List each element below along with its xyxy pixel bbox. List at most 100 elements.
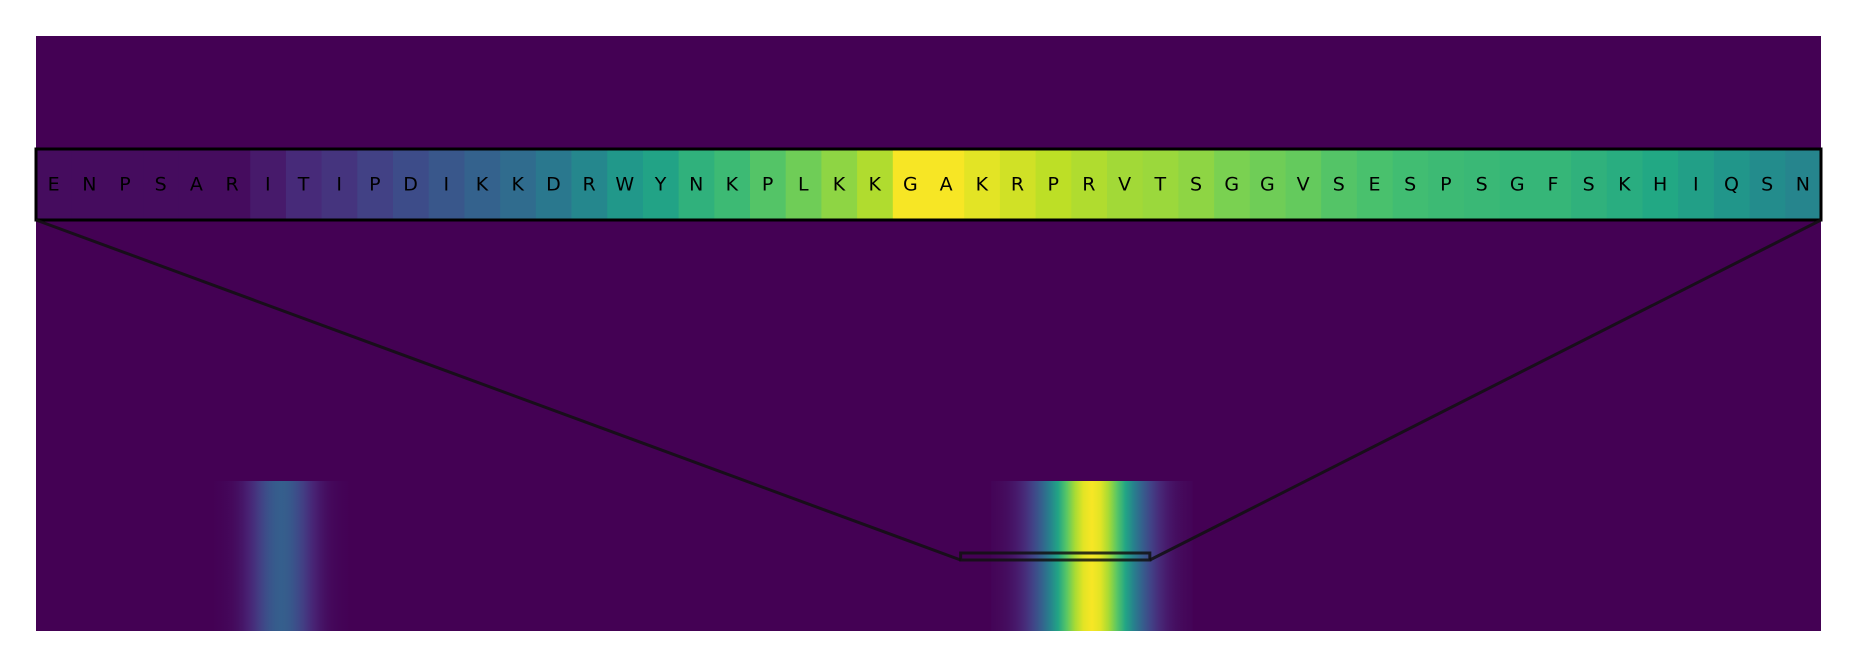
residue-label: I: [336, 174, 342, 196]
zoom-window-marker: [959, 551, 1152, 562]
zoom-cell: [1713, 149, 1751, 220]
residue-label: I: [443, 174, 449, 196]
zoom-connector-right: [1149, 218, 1822, 562]
residue-label: S: [1404, 174, 1417, 196]
residue-label: S: [1761, 174, 1774, 196]
zoom-strip-frame: [34, 147, 1823, 222]
zoom-cell: [1499, 149, 1536, 220]
zoom-cell: [1392, 149, 1429, 220]
residue-label: L: [798, 174, 809, 196]
zoom-cell: [1214, 149, 1251, 220]
residue-label: R: [225, 174, 239, 196]
zoom-cell: [714, 149, 751, 220]
zoom-cell: [892, 149, 930, 220]
zoom-cell: [1107, 149, 1144, 220]
residue-label: K: [726, 174, 739, 196]
residue-label: G: [1510, 174, 1525, 196]
residue-label: I: [1693, 174, 1699, 196]
full-heatmap-peak-1: [214, 481, 349, 631]
zoom-cell: [678, 149, 715, 220]
residue-label: A: [940, 174, 954, 196]
zoom-cell: [1785, 149, 1822, 220]
residue-label: N: [82, 174, 97, 196]
zoom-cell: [535, 149, 573, 220]
zoom-cell: [1285, 149, 1322, 220]
zoom-strip-cells: [36, 149, 1822, 220]
zoom-cell: [1678, 149, 1715, 220]
zoom-cell: [1535, 149, 1572, 220]
zoom-cell: [500, 149, 537, 220]
residue-label: V: [1118, 174, 1132, 196]
zoom-cell: [214, 149, 251, 220]
zoom-cell: [178, 149, 216, 220]
residue-label: F: [1548, 174, 1559, 196]
zoom-cell: [1571, 149, 1608, 220]
zoom-cell: [357, 149, 394, 220]
zoom-cell: [1356, 149, 1394, 220]
residue-label: P: [119, 174, 131, 196]
residue-label: T: [297, 174, 310, 196]
full-heatmap-peak-2: [990, 481, 1193, 631]
zoom-cell: [1464, 149, 1501, 220]
residue-label: R: [582, 174, 596, 196]
residue-label: D: [546, 174, 561, 196]
residue-label: S: [1190, 174, 1203, 196]
zoom-cell: [1749, 149, 1786, 220]
zoom-cell: [285, 149, 323, 220]
residue-label: T: [1153, 174, 1166, 196]
zoom-connector-left: [35, 218, 962, 562]
zoom-cell: [107, 149, 144, 220]
zoom-cell: [750, 149, 787, 220]
zoom-cell: [1071, 149, 1108, 220]
residue-label: W: [615, 174, 634, 196]
residue-label: K: [1618, 174, 1631, 196]
residue-label: S: [1333, 174, 1346, 196]
residue-label: E: [1368, 174, 1381, 196]
zoom-cell: [928, 149, 965, 220]
residue-label: Q: [1724, 174, 1739, 196]
zoom-cell: [1249, 149, 1287, 220]
residue-label: R: [1082, 174, 1096, 196]
residue-label: K: [476, 174, 489, 196]
residue-label: K: [511, 174, 524, 196]
zoom-cell: [821, 149, 858, 220]
residue-label: P: [1440, 174, 1452, 196]
zoom-cell: [393, 149, 430, 220]
zoom-cell: [464, 149, 501, 220]
residue-label: P: [1047, 174, 1059, 196]
zoom-cell: [1035, 149, 1072, 220]
zoom-cell: [250, 149, 287, 220]
residue-label: A: [190, 174, 204, 196]
residue-label: G: [1260, 174, 1275, 196]
residue-label: N: [1796, 174, 1811, 196]
residue-label: Y: [654, 174, 667, 196]
zoom-cell: [321, 149, 358, 220]
zoom-cell: [642, 149, 680, 220]
residue-label: D: [403, 174, 418, 196]
zoom-cell: [1428, 149, 1465, 220]
residue-label: V: [1297, 174, 1311, 196]
residue-label: R: [1011, 174, 1025, 196]
zoom-cell: [71, 149, 108, 220]
zoom-cell: [857, 149, 894, 220]
residue-label: S: [155, 174, 168, 196]
residue-label: S: [1583, 174, 1596, 196]
residue-label: G: [903, 174, 918, 196]
residue-label: N: [689, 174, 704, 196]
zoom-cell: [1178, 149, 1215, 220]
zoom-cell: [1606, 149, 1644, 220]
residue-label: P: [369, 174, 381, 196]
residue-label: K: [833, 174, 846, 196]
zoom-cell: [999, 149, 1037, 220]
zoom-cell: [607, 149, 644, 220]
zoom-cell: [428, 149, 465, 220]
zoom-cell: [571, 149, 608, 220]
residue-label: I: [265, 174, 271, 196]
residue-label: E: [48, 174, 61, 196]
zoom-cell: [785, 149, 822, 220]
residue-label: P: [762, 174, 774, 196]
residue-label: K: [868, 174, 881, 196]
zoom-cell: [1142, 149, 1179, 220]
